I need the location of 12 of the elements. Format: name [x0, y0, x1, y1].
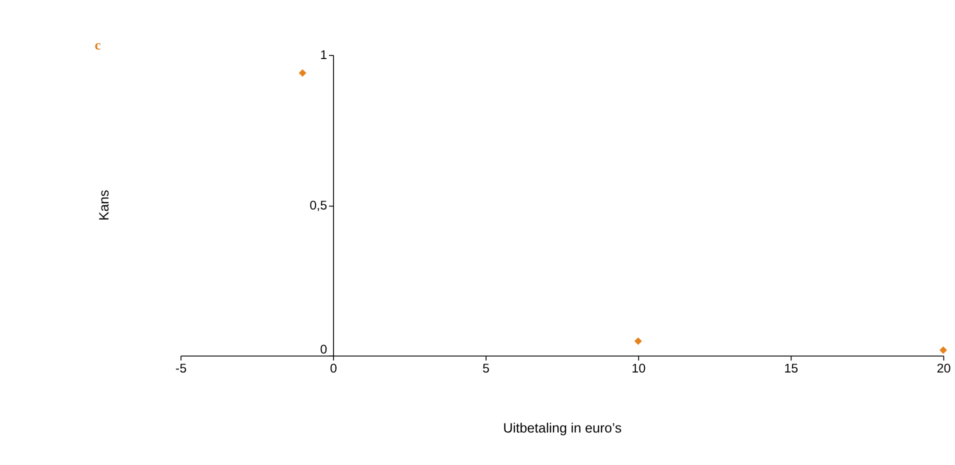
x-tick-label: -5 — [175, 361, 187, 376]
x-tick-label: 10 — [632, 361, 646, 376]
x-tick-label: 5 — [482, 361, 490, 376]
x-axis-title: Uitbetaling in euro’s — [503, 420, 622, 436]
x-tick-label: 15 — [784, 361, 798, 376]
y-axis-title: Kans — [96, 190, 112, 221]
y-tick-label: 1 — [320, 48, 328, 62]
text: c — [94, 38, 101, 53]
x-tick-label: 20 — [936, 361, 951, 376]
x-tick-label: 0 — [330, 361, 338, 376]
y-tick-label: 0 — [320, 342, 328, 356]
y-tick-label: 0,5 — [310, 198, 328, 212]
